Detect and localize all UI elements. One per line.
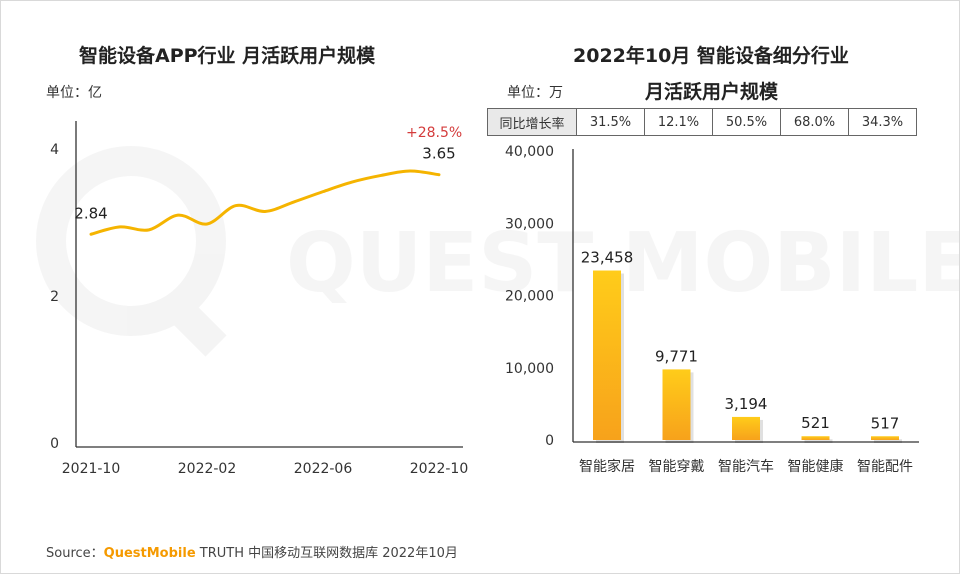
line-x-tick-label: 2021-10: [62, 461, 121, 477]
line-y-tick-label: 2: [50, 289, 59, 305]
line-chart: 0 2 4 2021-10 2022-02 2022-06 2022-10 2.84 3.65: [50, 121, 469, 477]
bar-value-label: 23,458: [581, 249, 634, 267]
line-series: [89, 169, 441, 236]
bar: [662, 369, 691, 440]
line-x-tick-label: 2022-10: [410, 461, 469, 477]
bar-y-tick-label: 20,000: [505, 289, 554, 305]
bar: [801, 436, 830, 440]
bar-value-label: 3,194: [725, 395, 768, 413]
bar-category-label: 智能汽车: [718, 458, 774, 475]
bar: [732, 416, 760, 440]
bar-y-tick-label: 0: [545, 433, 554, 449]
bar-y-tick-label: 30,000: [505, 216, 554, 232]
line-point-label-last: 3.65: [422, 145, 455, 163]
growth-rate-table: 同比增长率 31.5% 12.1% 50.5% 68.0% 34.3%: [487, 108, 917, 136]
bar-chart-title-line1: 2022年10月 智能设备细分行业: [573, 45, 849, 67]
bar-category-label: 智能穿戴: [649, 459, 705, 475]
line-x-tick-label: 2022-02: [178, 461, 237, 477]
bar-category-label: 智能配件: [857, 459, 913, 475]
bar: [871, 436, 899, 440]
bar-shadow: [874, 439, 902, 443]
bar-category-label: 智能家居: [579, 458, 635, 475]
line-chart-title: 智能设备APP行业 月活跃用户规模: [79, 45, 376, 67]
line-growth-annotation: +28.5%: [406, 125, 463, 141]
bar-value-label: 9,771: [655, 347, 698, 365]
bar-shadow: [804, 439, 833, 443]
bar-value-label: 521: [801, 414, 830, 432]
line-y-tick-label: 4: [50, 142, 59, 158]
source-brand: QuestMobile: [103, 546, 196, 561]
growth-rate-cell: 68.0%: [780, 108, 849, 136]
line-chart-unit: 单位：亿: [46, 85, 102, 101]
bar-y-tick-label: 40,000: [505, 144, 554, 160]
bar: [593, 270, 621, 440]
line-x-tick-label: 2022-06: [294, 461, 353, 477]
bar-y-tick-label: 10,000: [505, 361, 554, 377]
bar-chart: 0 10,000 20,000 30,000 40,000 23,458 智能家居 9,771…: [505, 144, 919, 475]
bar-chart-unit: 单位：万: [507, 85, 563, 101]
watermark-text: QUEST MOBILE: [286, 216, 959, 311]
growth-rate-header: 同比增长率: [487, 108, 577, 136]
source-text: TRUTH 中国移动互联网数据库 2022年10月: [195, 546, 458, 561]
line-point-label-first: 2.84: [74, 204, 107, 222]
bar-value-label: 517: [871, 414, 900, 432]
source-prefix: Source：: [46, 546, 104, 561]
bar-chart-title-line2: 月活跃用户规模: [645, 81, 779, 103]
growth-rate-cell: 50.5%: [712, 108, 781, 136]
bar-category-label: 智能健康: [788, 458, 844, 475]
growth-rate-cell: 34.3%: [848, 108, 917, 136]
source-note: Source：QuestMobile TRUTH 中国移动互联网数据库 2022…: [46, 542, 458, 561]
growth-rate-row: 同比增长率 31.5% 12.1% 50.5% 68.0% 34.3%: [487, 108, 917, 136]
line-y-tick-label: 0: [50, 436, 59, 452]
